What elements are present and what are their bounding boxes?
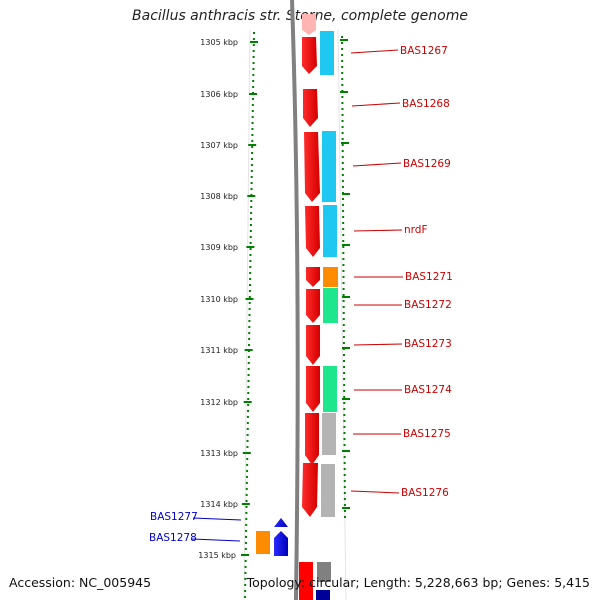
ruler-tick-label: 1314 kbp [200,500,238,509]
gene-arrow-bas1268 [303,89,318,127]
ruler-tick-label: 1310 kbp [200,295,238,304]
gene-arrow-partial-top [302,14,316,35]
cog-block-bas1267 [320,31,334,75]
ruler-tick-label: 1315 kbp [198,551,236,560]
ruler-tick-label: 1311 kbp [200,346,238,355]
gene-arrow-bas1278 [274,531,288,556]
reverse-cds-track [256,518,288,556]
ruler-tick-label: 1305 kbp [200,38,238,47]
cog-block-bottom-navy [316,590,330,600]
gene-label: BAS1267 [400,45,448,57]
gene-label: BAS1272 [404,299,452,311]
ruler-tick-label: 1312 kbp [200,398,238,407]
cog-block-bottom-gray [317,562,331,582]
forward-cds-track [299,37,320,600]
cog-block-bas1276 [321,464,335,517]
ruler-ticks-right [340,39,350,509]
genome-summary-text: Topology: circular; Length: 5,228,663 bp… [246,575,590,590]
ruler-tick-label: 1306 kbp [200,90,238,99]
cog-block-bas1269 [322,131,336,202]
gene-label: BAS1268 [402,98,450,110]
cog-block-nrdf [323,205,337,257]
gene-arrow-bas1273 [306,325,320,365]
gene-arrow-bas1275 [305,413,319,465]
gene-arrow-bas1276 [302,463,318,517]
gene-label: BAS1277 [150,511,198,523]
gene-block-bottom-partial [299,562,313,600]
gene-arrow-bas1274 [306,366,320,412]
map-title: Bacillus anthracis str. Sterne, complete… [132,8,468,24]
gene-label: BAS1276 [401,487,449,499]
ruler-ticks [241,41,258,556]
gene-arrow-bas1271 [306,267,320,287]
gene-arrow-bas1272 [306,289,320,323]
gene-label: nrdF [404,224,428,236]
ruler-labels: 1305 kbp 1306 kbp 1307 kbp 1308 kbp 1309… [198,38,238,560]
gene-label: BAS1273 [404,338,452,350]
gene-labels: BAS1267 BAS1268 BAS1269 nrdF BAS1271 BAS… [149,45,453,544]
cog-block-bas1272 [323,288,338,323]
gene-label: BAS1271 [405,271,453,283]
gene-label: BAS1278 [149,532,197,544]
ruler-tick-label: 1307 kbp [200,141,238,150]
cog-category-track [316,31,338,600]
ruler-tick-label: 1313 kbp [200,449,238,458]
ruler-tick-label: 1308 kbp [200,192,238,201]
gene-label: BAS1274 [404,384,452,396]
gene-arrow-bas1267 [302,37,317,74]
ruler-dotted-right [341,35,346,521]
cog-block-bas1274 [323,366,337,412]
cog-block-bas1278 [256,531,270,554]
label-leaders [191,49,403,542]
gene-label: BAS1275 [403,428,451,440]
gene-arrow-nrdf [305,206,320,257]
gene-arrow-bas1269 [304,132,320,202]
cog-block-bas1275 [322,413,336,455]
accession-text: Accession: NC_005945 [9,575,152,590]
gene-label: BAS1269 [403,158,451,170]
cog-block-bas1271 [323,267,338,287]
gene-arrow-bas1277 [274,518,288,527]
ruler-tick-label: 1309 kbp [200,243,238,252]
genome-backbone [290,0,300,600]
